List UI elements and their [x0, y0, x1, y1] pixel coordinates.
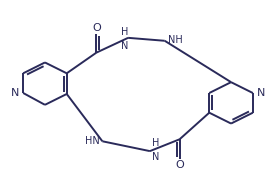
Text: H: H	[152, 138, 159, 148]
Text: N: N	[257, 88, 265, 98]
Text: NH: NH	[168, 35, 182, 45]
Text: N: N	[152, 152, 159, 162]
Text: N: N	[11, 88, 19, 98]
Text: O: O	[175, 160, 184, 170]
Text: N: N	[121, 41, 129, 51]
Text: O: O	[92, 23, 101, 33]
Text: H: H	[121, 27, 129, 37]
Text: HN: HN	[85, 136, 99, 146]
